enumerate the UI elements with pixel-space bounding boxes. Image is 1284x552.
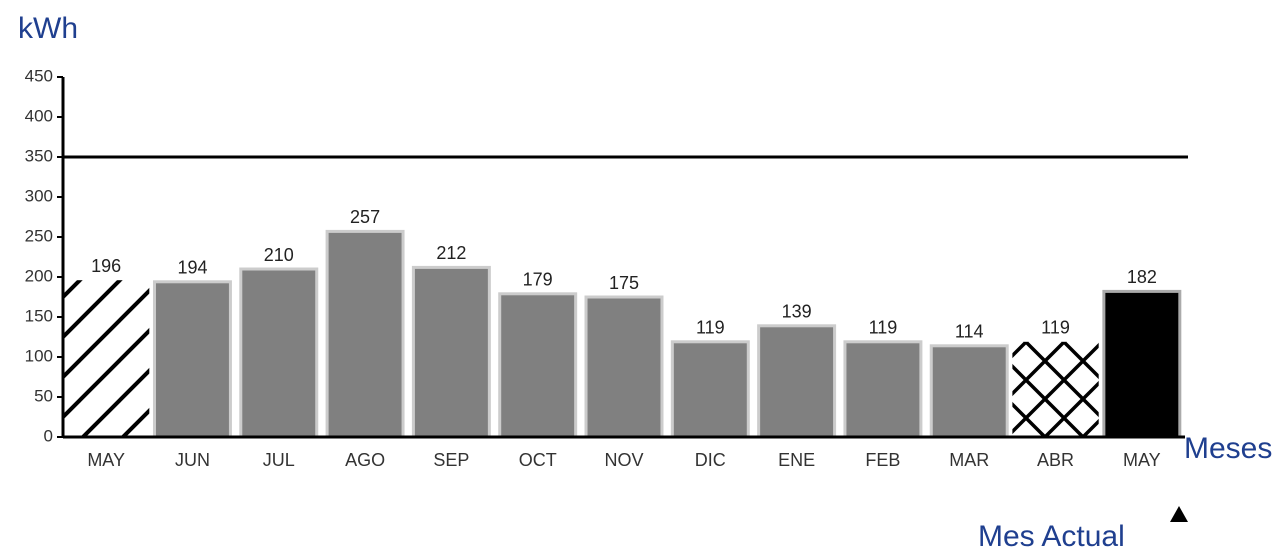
value-label: 194 xyxy=(177,258,207,278)
value-label: 175 xyxy=(609,273,639,293)
value-label: 119 xyxy=(696,318,725,338)
y-tick-label: 50 xyxy=(34,386,53,405)
bar xyxy=(411,265,491,439)
bar xyxy=(498,292,578,439)
bar xyxy=(584,295,664,439)
y-tick-label: 300 xyxy=(25,186,53,205)
x-tick-label: OCT xyxy=(519,450,557,470)
bar xyxy=(757,324,837,439)
bar xyxy=(843,340,923,439)
x-tick-label: FEB xyxy=(865,450,900,470)
bar xyxy=(1102,289,1182,439)
value-label: 212 xyxy=(436,243,466,263)
y-tick-label: 100 xyxy=(25,346,53,365)
x-tick-label: MAY xyxy=(1123,450,1161,470)
value-label: 196 xyxy=(91,256,121,276)
x-tick-label: MAR xyxy=(949,450,989,470)
x-tick-label: DIC xyxy=(695,450,726,470)
x-tick-label: ABR xyxy=(1037,450,1074,470)
value-label: 119 xyxy=(869,318,898,338)
y-tick-label: 150 xyxy=(25,306,53,325)
y-axis-label: kWh xyxy=(18,12,78,45)
bar xyxy=(929,344,1009,439)
value-label: 257 xyxy=(350,207,380,227)
y-tick-label: 350 xyxy=(25,146,53,165)
bar xyxy=(239,267,319,439)
y-tick-label: 0 xyxy=(44,426,53,445)
x-axis-label: Meses xyxy=(1184,432,1272,465)
y-tick-label: 250 xyxy=(25,226,53,245)
bar xyxy=(670,340,750,439)
bar xyxy=(325,229,405,439)
y-tick-label: 450 xyxy=(25,66,53,85)
bar xyxy=(152,280,232,439)
annotation-arrow xyxy=(1170,506,1188,522)
value-label: 139 xyxy=(782,302,812,322)
x-tick-label: JUN xyxy=(175,450,210,470)
value-label: 119 xyxy=(1041,318,1070,338)
x-tick-label: AGO xyxy=(345,450,385,470)
value-label: 114 xyxy=(955,322,984,342)
x-tick-label: ENE xyxy=(778,450,815,470)
y-tick-label: 200 xyxy=(25,266,53,285)
x-tick-label: MAY xyxy=(87,450,125,470)
x-tick-label: SEP xyxy=(433,450,469,470)
value-label: 182 xyxy=(1127,267,1157,287)
bar xyxy=(1012,341,1099,437)
x-tick-label: JUL xyxy=(263,450,295,470)
y-tick-label: 400 xyxy=(25,106,53,125)
x-tick-label: NOV xyxy=(604,450,643,470)
annotation: Mes Actual xyxy=(978,520,1125,552)
bar xyxy=(63,280,150,437)
value-label: 179 xyxy=(523,270,553,290)
value-label: 210 xyxy=(264,245,294,265)
